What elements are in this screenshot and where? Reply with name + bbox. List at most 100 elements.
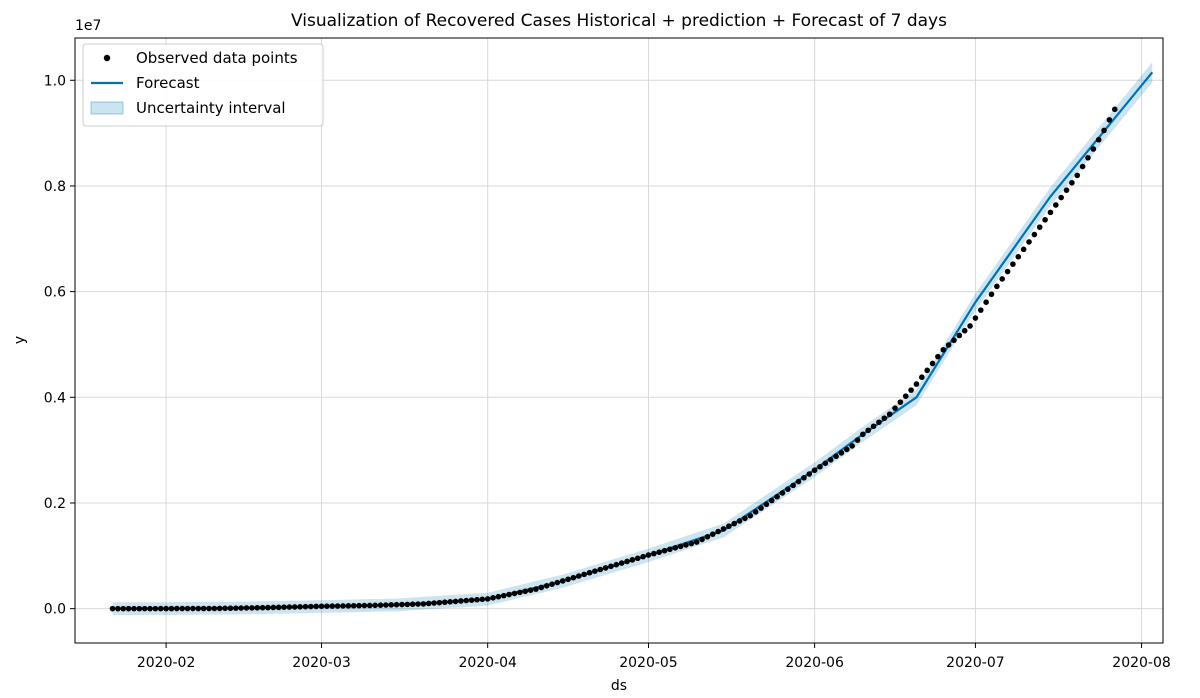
observed-point: [1085, 154, 1091, 161]
observed-point: [919, 374, 925, 381]
observed-point: [795, 478, 802, 485]
observed-point: [1111, 106, 1118, 113]
observed-point: [768, 497, 775, 504]
observed-point: [372, 602, 378, 609]
observed-point: [586, 569, 593, 576]
observed-point: [876, 419, 882, 426]
observed-point: [141, 605, 148, 612]
observed-point: [302, 603, 309, 610]
observed-point: [945, 342, 952, 348]
observed-point: [629, 557, 636, 563]
observed-point: [291, 604, 298, 610]
y-tick-label: 0.6: [44, 285, 66, 301]
observed-point: [608, 563, 614, 570]
observed-point: [860, 431, 866, 438]
observed-point: [168, 605, 175, 612]
y-tick-label: 0.4: [44, 390, 66, 406]
observed-point: [736, 518, 743, 524]
observed-point: [313, 603, 319, 610]
observed-point: [1026, 239, 1032, 245]
observed-point: [324, 603, 330, 609]
observed-point: [1106, 117, 1113, 123]
observed-point: [565, 576, 571, 583]
observed-point: [275, 604, 282, 611]
observed-point: [602, 565, 609, 571]
plot-frame: [74, 37, 1164, 644]
observed-point: [709, 531, 716, 537]
observed-point: [683, 542, 689, 548]
observed-point: [442, 599, 448, 606]
observed-point: [179, 605, 185, 612]
observed-point: [468, 597, 475, 603]
observed-point: [377, 602, 384, 608]
y-axis-ticks: 0.0 0.2 0.4 0.6 0.8 1.0: [44, 73, 75, 618]
observed-point: [409, 601, 416, 608]
observed-point: [1053, 202, 1059, 208]
observed-point: [549, 581, 555, 587]
observed-point: [704, 533, 711, 540]
observed-point: [731, 520, 738, 527]
observed-point: [661, 547, 668, 554]
observed-point: [517, 589, 523, 596]
observed-point: [881, 415, 888, 422]
observed-point: [999, 276, 1006, 282]
observed-point: [822, 460, 829, 467]
observed-point: [286, 604, 293, 610]
observed-point: [447, 599, 453, 605]
observed-point: [1095, 136, 1102, 143]
observed-point: [415, 601, 421, 607]
observed-point: [308, 603, 314, 610]
observed-point: [163, 605, 169, 612]
observed-point: [645, 552, 652, 558]
observed-point: [109, 605, 116, 612]
observed-point: [259, 604, 266, 611]
y-axis-offset-label: 1e7: [75, 18, 101, 34]
observed-point: [742, 515, 748, 522]
legend-swatch-band: [90, 101, 124, 115]
observed-point: [361, 602, 368, 609]
observed-point: [886, 411, 893, 418]
observed-point: [452, 598, 459, 605]
x-tick-label: 2020-03: [292, 655, 351, 671]
observed-point: [484, 596, 491, 602]
x-tick-label: 2020-05: [619, 655, 678, 671]
observed-point: [131, 605, 137, 612]
observed-point: [774, 493, 780, 500]
observed-point: [715, 528, 721, 535]
observed-point: [474, 596, 480, 603]
legend-swatch-dot: [103, 54, 111, 62]
observed-point: [651, 550, 657, 557]
observed-point: [420, 601, 427, 607]
x-axis-ticks: 2020-02 2020-03 2020-04 2020-05 2020-06 2020-…: [137, 643, 1171, 671]
y-axis-label: y: [12, 336, 28, 344]
observed-point: [538, 584, 545, 591]
observed-point: [726, 523, 732, 530]
observed-point: [458, 598, 464, 604]
x-axis-label: ds: [611, 678, 627, 694]
x-tick-label: 2020-06: [785, 655, 844, 671]
observed-point: [972, 315, 979, 321]
legend-label: Uncertainty interval: [136, 99, 286, 117]
observed-point: [522, 588, 529, 595]
observed-point: [994, 283, 1000, 290]
observed-point: [576, 573, 582, 579]
observed-point: [817, 463, 823, 470]
x-tick-label: 2020-07: [946, 655, 1005, 671]
observed-point: [902, 393, 909, 399]
observed-point: [1074, 172, 1081, 179]
observed-point: [125, 605, 132, 612]
y-tick-label: 1.0: [44, 73, 66, 89]
observed-point: [570, 574, 577, 581]
observed-point: [656, 549, 662, 555]
observed-point: [1063, 187, 1070, 193]
observed-point: [329, 603, 336, 609]
observed-point: [184, 605, 191, 612]
observed-point: [393, 601, 400, 608]
y-tick-label: 0.8: [44, 179, 66, 195]
observed-point: [870, 423, 877, 430]
observed-point: [425, 600, 432, 607]
legend: Observed data points Forecast Uncertainty …: [82, 43, 324, 127]
observed-point: [758, 505, 764, 511]
observed-point: [785, 486, 791, 492]
